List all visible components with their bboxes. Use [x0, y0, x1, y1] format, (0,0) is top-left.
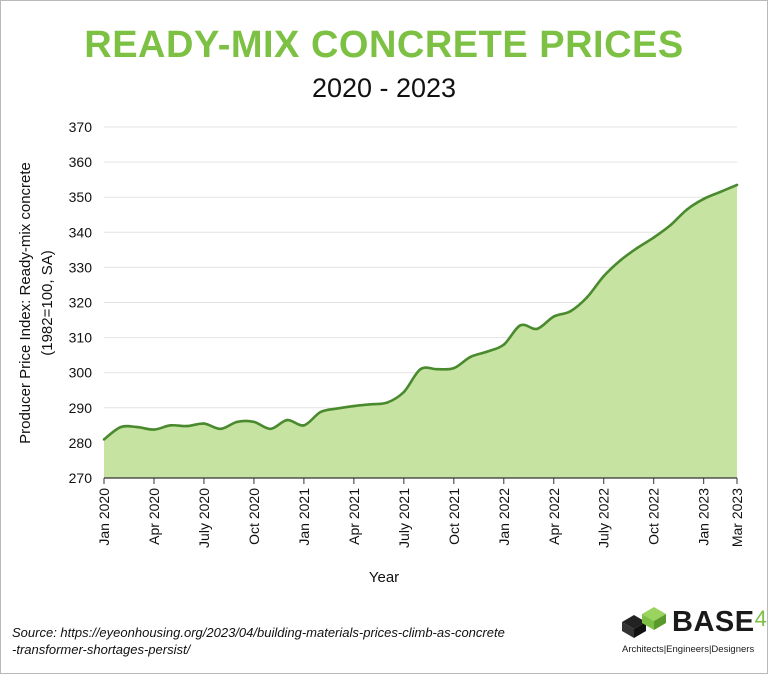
logo-wordmark: BASE4 — [672, 606, 767, 639]
x-tick-label-3: Oct 2020 — [246, 488, 262, 545]
source-line-1: Source: https://eyeonhousing.org/2023/04… — [12, 624, 572, 641]
data-point-2020-11 — [269, 428, 272, 431]
data-point-2021-07 — [403, 391, 406, 394]
x-tick-label-4: Jan 2021 — [296, 488, 312, 546]
data-point-2022-07 — [602, 275, 605, 278]
x-tick-label-10: July 2022 — [596, 488, 612, 548]
y-tick-label-310: 310 — [69, 330, 93, 346]
data-point-2022-03 — [536, 328, 539, 331]
data-point-2021-12 — [486, 350, 489, 353]
data-point-2020-01 — [103, 438, 106, 441]
data-point-2021-01 — [303, 424, 306, 427]
data-point-2020-12 — [286, 419, 289, 422]
data-point-2022-04 — [552, 315, 555, 318]
data-point-2022-08 — [619, 259, 622, 262]
data-point-2022-10 — [652, 236, 655, 239]
y-axis: 270 280 290 300 310 320 330 340 350 360 370 — [69, 119, 93, 486]
y-axis-title-line2: (1982=100, SA) — [39, 250, 56, 356]
data-point-2020-10 — [253, 421, 256, 424]
y-tick-label-270: 270 — [69, 470, 93, 486]
y-tick-label-280: 280 — [69, 435, 93, 451]
data-point-2021-10 — [453, 367, 456, 370]
logo-name: BASE — [672, 606, 755, 638]
data-point-2022-12 — [686, 208, 689, 211]
data-point-2020-02 — [119, 426, 122, 429]
data-point-2020-08 — [219, 428, 222, 431]
data-point-2021-02 — [319, 411, 322, 414]
data-point-2022-05 — [569, 310, 572, 313]
source-line-2: -transformer-shortages-persist/ — [12, 641, 572, 658]
y-tick-label-370: 370 — [69, 119, 93, 135]
data-point-2021-04 — [353, 405, 356, 408]
x-tick-label-2: July 2020 — [196, 488, 212, 548]
x-axis-title: Year — [369, 569, 399, 586]
data-point-2020-09 — [236, 421, 239, 424]
y-axis-title-line1: Producer Price Index: Ready-mix concrete — [17, 162, 34, 444]
y-tick-label-290: 290 — [69, 400, 93, 416]
x-tick-label-8: Jan 2022 — [496, 488, 512, 546]
data-point-2020-05 — [169, 424, 172, 427]
x-tick-label-1: Apr 2020 — [146, 488, 162, 545]
data-point-2023-02 — [719, 191, 722, 194]
data-point-2020-06 — [186, 425, 189, 428]
y-tick-label-360: 360 — [69, 154, 93, 170]
data-point-2020-03 — [136, 426, 139, 429]
y-axis-title: Producer Price Index: Ready-mix concrete… — [17, 162, 56, 444]
data-point-2021-11 — [469, 356, 472, 359]
data-point-2022-11 — [669, 224, 672, 227]
base4-logo: BASE4 Architects|Engineers|Designers — [620, 604, 760, 660]
data-point-2022-09 — [636, 247, 639, 250]
data-point-2020-07 — [203, 422, 206, 425]
data-point-2020-04 — [153, 428, 156, 431]
source-note: Source: https://eyeonhousing.org/2023/04… — [12, 624, 572, 658]
area-fill — [104, 185, 737, 478]
cube-logo-icon — [620, 604, 672, 642]
x-tick-label-12: Jan 2023 — [696, 488, 712, 546]
x-tick-label-0: Jan 2020 — [96, 488, 112, 546]
plot-area — [103, 184, 739, 478]
x-tick-label-5: Apr 2021 — [346, 488, 362, 545]
data-point-2022-01 — [502, 343, 505, 346]
logo-tagline: Architects|Engineers|Designers — [622, 644, 754, 655]
data-point-2023-01 — [702, 198, 705, 201]
x-tick-label-7: Oct 2021 — [446, 488, 462, 545]
data-point-2021-06 — [386, 401, 389, 404]
data-point-2022-06 — [586, 296, 589, 299]
data-point-2021-08 — [419, 368, 422, 371]
data-point-2022-02 — [519, 324, 522, 327]
y-tick-label-330: 330 — [69, 259, 93, 275]
y-tick-label-340: 340 — [69, 224, 93, 240]
data-point-2021-05 — [369, 403, 372, 406]
data-point-2021-03 — [336, 407, 339, 410]
x-tick-label-6: July 2021 — [396, 488, 412, 548]
data-point-2023-03 — [736, 184, 739, 187]
x-tick-label-13: Mar 2023 — [729, 488, 745, 547]
y-tick-label-350: 350 — [69, 189, 93, 205]
x-axis: Jan 2020 Apr 2020 July 2020 Oct 2020 Jan 202… — [96, 478, 745, 548]
x-tick-label-9: Apr 2022 — [546, 488, 562, 545]
y-tick-label-320: 320 — [69, 295, 93, 311]
y-tick-label-300: 300 — [69, 365, 93, 381]
x-tick-label-11: Oct 2022 — [646, 488, 662, 545]
logo-number: 4 — [755, 606, 768, 631]
data-point-2021-09 — [436, 368, 439, 371]
